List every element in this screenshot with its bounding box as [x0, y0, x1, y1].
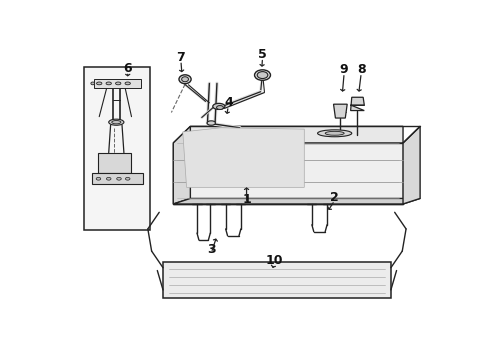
Text: 8: 8	[357, 63, 366, 76]
Text: 7: 7	[176, 50, 185, 64]
Text: 5: 5	[258, 48, 267, 61]
Ellipse shape	[257, 72, 268, 78]
Text: 10: 10	[265, 254, 283, 267]
Ellipse shape	[117, 177, 121, 180]
Ellipse shape	[182, 77, 189, 82]
Bar	[92, 174, 143, 184]
Ellipse shape	[179, 75, 191, 84]
Text: 9: 9	[340, 63, 348, 76]
Ellipse shape	[207, 121, 216, 125]
Text: 2: 2	[330, 190, 339, 203]
Bar	[163, 262, 391, 298]
Polygon shape	[334, 104, 347, 118]
Ellipse shape	[125, 177, 130, 180]
Ellipse shape	[325, 131, 344, 135]
Ellipse shape	[97, 82, 102, 85]
Ellipse shape	[254, 70, 270, 80]
Polygon shape	[403, 126, 420, 204]
Ellipse shape	[96, 177, 101, 180]
Polygon shape	[173, 126, 403, 143]
Ellipse shape	[222, 130, 257, 137]
Polygon shape	[183, 128, 304, 187]
Ellipse shape	[116, 82, 121, 85]
Text: 4: 4	[224, 96, 233, 109]
Ellipse shape	[106, 82, 111, 85]
Ellipse shape	[106, 177, 111, 180]
Text: 1: 1	[242, 193, 251, 206]
Ellipse shape	[112, 121, 121, 124]
Text: 3: 3	[207, 243, 216, 256]
Ellipse shape	[213, 103, 225, 109]
Polygon shape	[173, 126, 190, 204]
Bar	[94, 79, 141, 87]
Ellipse shape	[217, 105, 223, 109]
Polygon shape	[351, 97, 364, 111]
Bar	[98, 153, 131, 174]
Polygon shape	[173, 143, 403, 204]
Bar	[84, 67, 150, 230]
Ellipse shape	[230, 131, 249, 135]
Polygon shape	[173, 198, 420, 204]
Text: 6: 6	[123, 62, 132, 75]
Ellipse shape	[318, 130, 352, 137]
Ellipse shape	[125, 82, 130, 85]
Ellipse shape	[109, 119, 124, 125]
Ellipse shape	[91, 82, 95, 85]
